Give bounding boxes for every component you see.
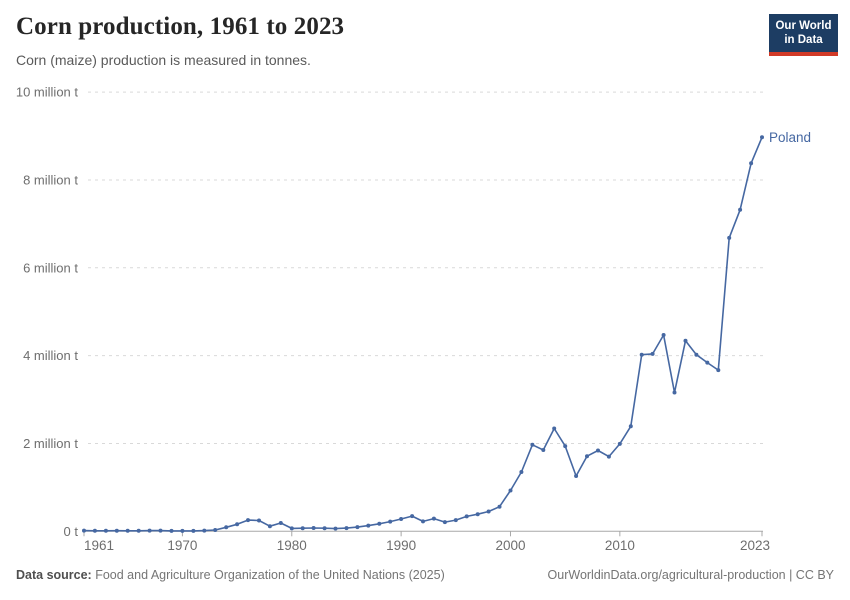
data-point[interactable] xyxy=(399,517,404,521)
data-point[interactable] xyxy=(180,528,185,533)
data-point[interactable] xyxy=(497,504,502,509)
data-point[interactable] xyxy=(377,521,382,526)
x-tick-label: 1970 xyxy=(167,538,197,553)
data-point[interactable] xyxy=(596,448,600,453)
data-point[interactable] xyxy=(464,514,469,519)
data-point[interactable] xyxy=(355,525,360,530)
data-point[interactable] xyxy=(366,523,371,528)
data-point[interactable] xyxy=(213,528,218,532)
page-subtitle: Corn (maize) production is measured in t… xyxy=(16,52,311,68)
y-tick-label: 4 million t xyxy=(23,348,78,363)
data-point[interactable] xyxy=(333,526,338,531)
x-tick-label: 2010 xyxy=(605,538,635,553)
data-point[interactable] xyxy=(716,368,721,373)
data-point[interactable] xyxy=(147,528,152,533)
data-point[interactable] xyxy=(202,528,207,533)
data-point[interactable] xyxy=(267,524,272,529)
data-point[interactable] xyxy=(82,528,86,533)
data-point[interactable] xyxy=(191,528,196,533)
data-point[interactable] xyxy=(453,518,458,523)
data-point[interactable] xyxy=(694,352,699,357)
y-axis: 0 t 2 million t 4 million t 6 million t 8 mi… xyxy=(16,85,766,539)
data-point[interactable] xyxy=(158,528,163,533)
x-tick-label: 1980 xyxy=(277,538,307,553)
data-source-label: Data source: xyxy=(16,568,92,582)
data-point[interactable] xyxy=(683,338,688,343)
y-tick-label: 10 million t xyxy=(16,85,79,100)
y-tick-label: 6 million t xyxy=(23,260,78,275)
data-point[interactable] xyxy=(672,390,677,395)
page-title: Corn production, 1961 to 2023 xyxy=(16,13,345,40)
data-point[interactable] xyxy=(738,207,743,212)
data-point[interactable] xyxy=(246,518,250,523)
owid-logo-line1: Our World xyxy=(775,20,832,32)
data-point[interactable] xyxy=(508,488,513,493)
data-point[interactable] xyxy=(650,351,655,356)
owid-logo[interactable]: Our World in Data xyxy=(769,14,838,56)
series-end-label[interactable]: Poland xyxy=(769,130,811,145)
data-point[interactable] xyxy=(617,441,622,446)
data-point[interactable] xyxy=(606,454,611,459)
data-point[interactable] xyxy=(563,444,568,449)
data-point[interactable] xyxy=(486,509,491,514)
data-point[interactable] xyxy=(92,528,97,533)
data-point[interactable] xyxy=(749,161,754,166)
data-point[interactable] xyxy=(344,526,349,531)
data-point[interactable] xyxy=(235,522,240,527)
data-point[interactable] xyxy=(760,135,764,140)
x-tick-label: 2000 xyxy=(495,538,525,553)
data-point[interactable] xyxy=(552,426,557,431)
data-point[interactable] xyxy=(639,352,644,357)
data-point[interactable] xyxy=(114,528,119,533)
data-point[interactable] xyxy=(431,516,436,521)
x-tick-label: 1961 xyxy=(84,538,114,553)
data-source-text: Food and Agriculture Organization of the… xyxy=(95,568,445,582)
data-point[interactable] xyxy=(224,525,229,530)
data-point[interactable] xyxy=(442,520,447,525)
data-point[interactable] xyxy=(410,514,415,519)
data-point[interactable] xyxy=(628,424,633,429)
data-point[interactable] xyxy=(585,454,589,459)
data-point[interactable] xyxy=(311,526,316,530)
series-markers-poland[interactable] xyxy=(82,135,764,533)
data-point[interactable] xyxy=(125,528,130,533)
data-point[interactable] xyxy=(705,360,710,365)
y-tick-label: 0 t xyxy=(64,524,79,539)
data-point[interactable] xyxy=(475,512,480,517)
x-tick-label: 2023 xyxy=(740,538,770,553)
footer-credit-link[interactable]: OurWorldinData.org/agricultural-producti… xyxy=(547,568,834,582)
y-tick-label: 2 million t xyxy=(23,436,78,451)
data-point[interactable] xyxy=(519,470,524,474)
data-point[interactable] xyxy=(661,333,666,337)
data-point[interactable] xyxy=(300,526,305,531)
data-point[interactable] xyxy=(388,519,393,524)
data-point[interactable] xyxy=(322,526,327,531)
data-point[interactable] xyxy=(169,528,174,533)
x-axis: 1961 1970 1980 1990 2000 2010 2023 xyxy=(83,531,770,553)
data-point[interactable] xyxy=(421,519,425,524)
y-tick-label: 8 million t xyxy=(23,172,78,187)
data-point[interactable] xyxy=(103,528,108,533)
data-point[interactable] xyxy=(541,448,546,452)
owid-logo-line2: in Data xyxy=(784,34,823,47)
data-point[interactable] xyxy=(136,528,141,533)
data-point[interactable] xyxy=(257,518,261,523)
x-tick-label: 1990 xyxy=(386,538,416,553)
data-point[interactable] xyxy=(574,474,579,478)
data-point[interactable] xyxy=(727,235,732,240)
series-line-poland[interactable] xyxy=(83,136,763,532)
data-source-note: Data source: Food and Agriculture Organi… xyxy=(16,568,445,582)
data-point[interactable] xyxy=(289,526,294,531)
data-point[interactable] xyxy=(530,442,535,447)
data-point[interactable] xyxy=(278,521,283,525)
